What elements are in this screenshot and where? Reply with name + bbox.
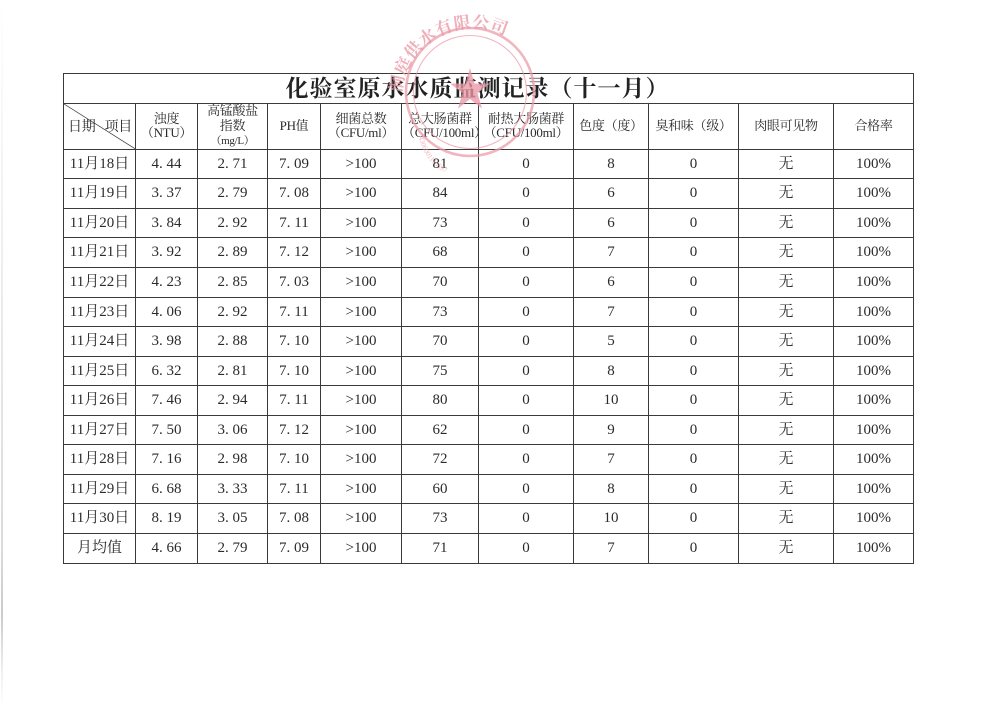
- svg-text:洞庭供水有限公司: 洞庭供水有限公司: [381, 8, 512, 95]
- svg-text:4306001110597: 4306001110597: [417, 135, 449, 174]
